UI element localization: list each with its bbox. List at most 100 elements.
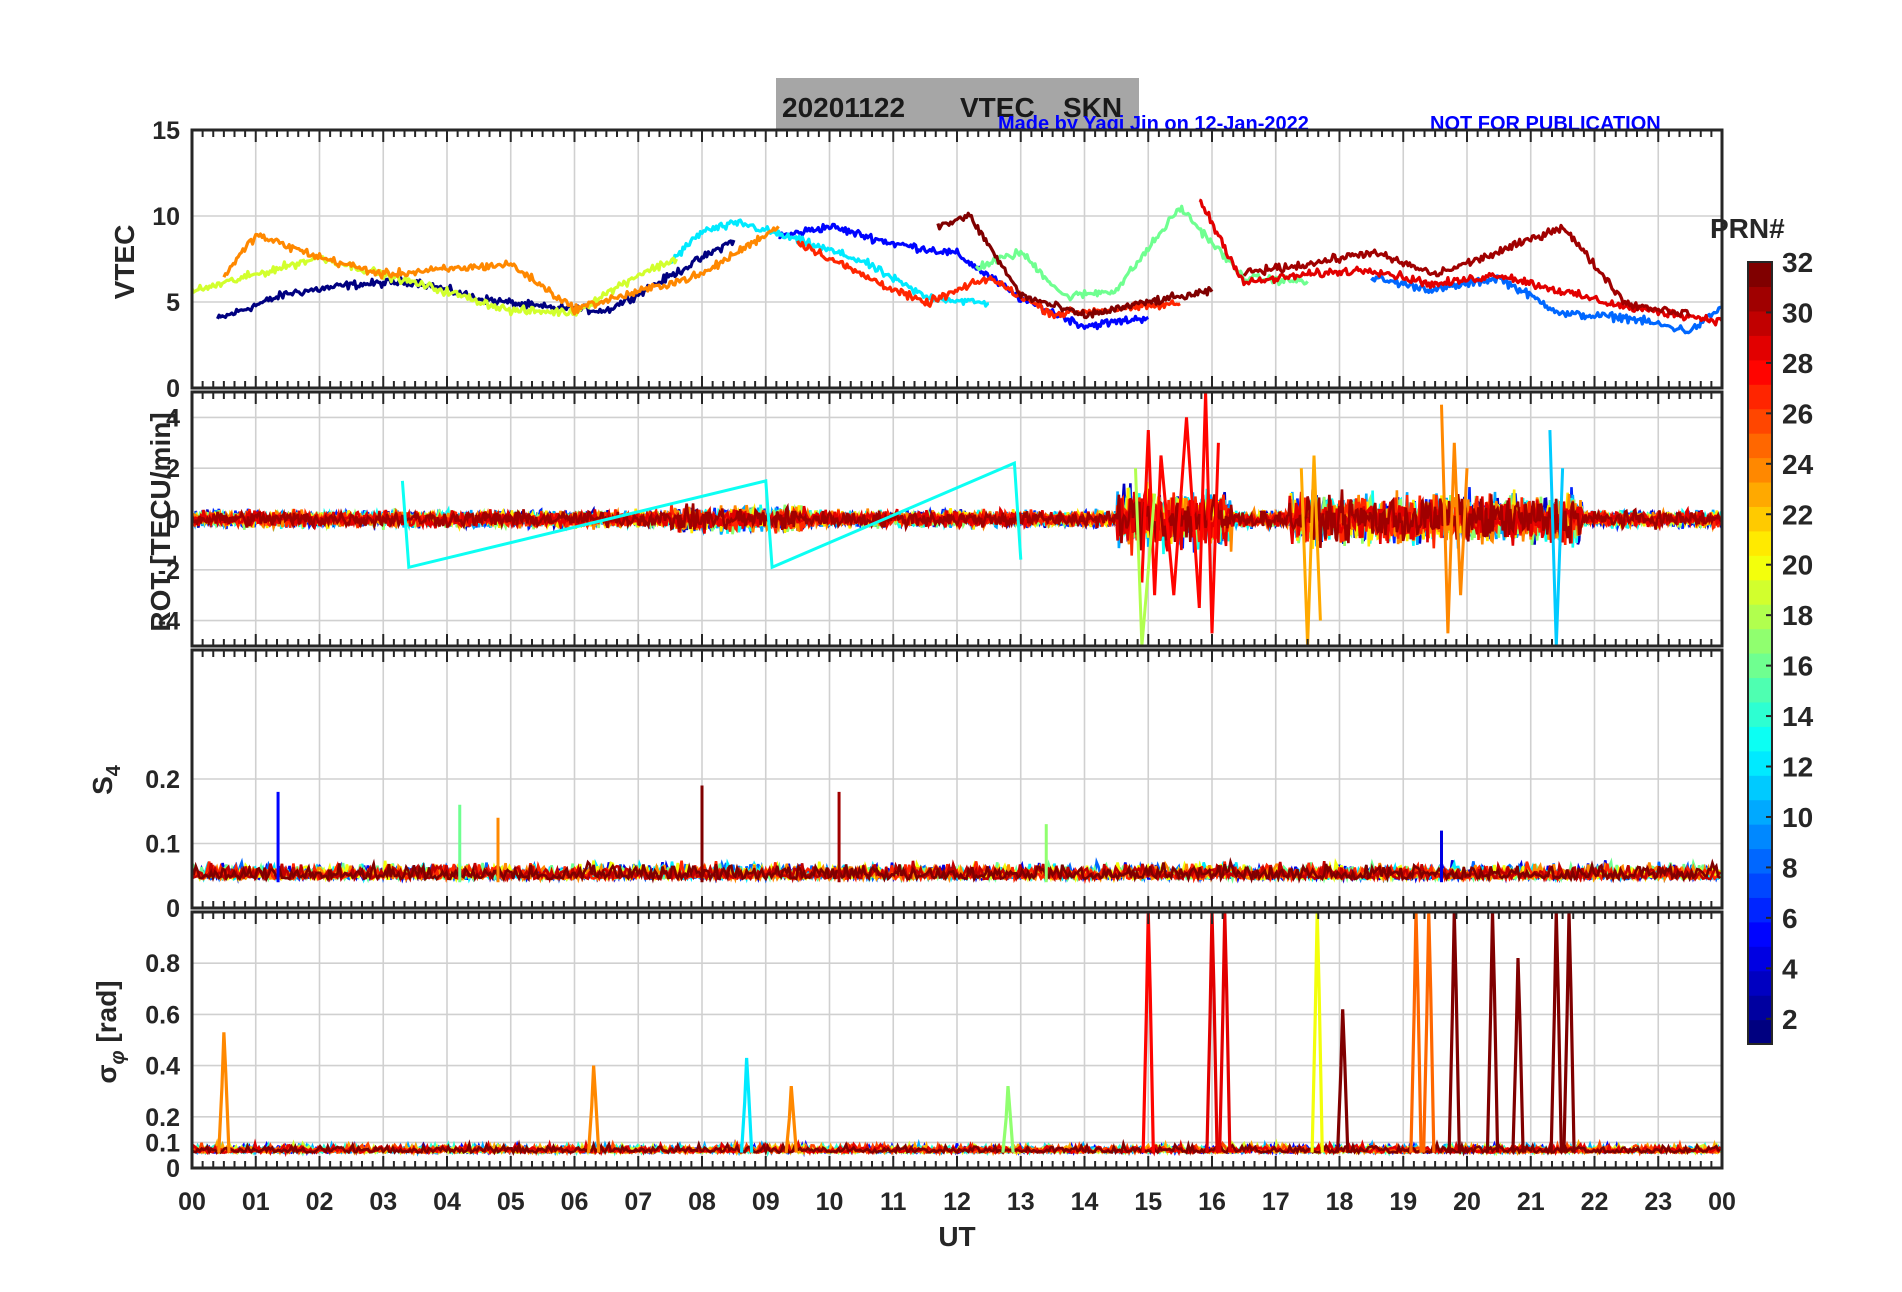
x-tick-label: 11 — [880, 1188, 907, 1216]
x-tick-label: 13 — [1007, 1188, 1035, 1216]
y-tick-label: 0 — [166, 375, 180, 403]
s4-series-prn-32 — [192, 857, 1721, 884]
rot-spike-prn-28 — [1140, 392, 1220, 634]
colorbar-segment — [1748, 946, 1772, 972]
x-tick-label: 06 — [561, 1188, 589, 1216]
colorbar-segment — [1748, 384, 1772, 410]
x-tick-label: 00 — [178, 1188, 206, 1216]
sigma-spike-prn-17 — [1001, 1085, 1015, 1153]
colorbar-label: PRN# — [1710, 213, 1785, 244]
colorbar-segment — [1748, 701, 1772, 727]
y-tick-label: 2 — [166, 455, 180, 483]
vtec-lines — [192, 198, 1722, 335]
rot-spike-prn-18 — [1134, 468, 1157, 646]
x-tick-label: 20 — [1453, 1188, 1481, 1216]
rot-ylabel: ROT [TECU/min] — [145, 412, 176, 631]
y-tick-label: 15 — [152, 117, 180, 145]
x-tick-label: 23 — [1644, 1188, 1672, 1216]
y-tick-label: 0 — [166, 1155, 180, 1183]
y-tick-label: 0.2 — [145, 1104, 180, 1132]
x-tick-label: 09 — [752, 1188, 780, 1216]
x-tick-label: 22 — [1581, 1188, 1609, 1216]
colorbar-segment — [1748, 555, 1772, 581]
colorbar-tick-label: 28 — [1782, 348, 1813, 379]
vtec-series-prn-29 — [1198, 198, 1722, 327]
svg-text:σφ [rad]: σφ [rad] — [91, 980, 129, 1083]
colorbar-tick-label: 2 — [1782, 1004, 1798, 1035]
vtec-series-prn-5 — [778, 222, 1149, 331]
sigma-lines — [192, 912, 1722, 1158]
x-tick-label: 00 — [1708, 1188, 1736, 1216]
rot-spike-prn-13 — [400, 460, 1023, 570]
vtec-series-prn-31 — [1242, 223, 1692, 318]
sigma-spike-prn-32 — [1511, 958, 1525, 1153]
sigma-series-prn-32 — [192, 1138, 1721, 1157]
colorbar-tick-label: 18 — [1782, 600, 1813, 631]
colorbar-segment — [1748, 310, 1772, 336]
sigma-spike-prn-25 — [1409, 912, 1423, 1153]
colorbar-segment — [1748, 579, 1772, 605]
x-tick-label: 19 — [1389, 1188, 1417, 1216]
y-tick-label: 0.8 — [145, 950, 180, 978]
rot-series-prn-31 — [192, 489, 1722, 551]
x-tick-label: 04 — [433, 1188, 461, 1216]
s4-panel: 0 0.1 0.2 — [145, 648, 1724, 923]
colorbar-segment — [1748, 848, 1772, 874]
y-tick-label: 0 — [166, 895, 180, 923]
vtec-series-prn-32 — [936, 211, 1214, 320]
rot-spike-prn-23 — [1299, 455, 1322, 646]
colorbar-segment — [1748, 628, 1772, 654]
sigma-spike-prn-24 — [217, 1032, 231, 1153]
colorbar-segment — [1748, 433, 1772, 459]
sigma-spike-prn-32 — [1335, 1009, 1350, 1153]
x-tick-label: 21 — [1517, 1188, 1545, 1216]
sigma-phi-panel: 00.10.2 0.4 0.6 0.8 — [145, 910, 1724, 1183]
x-tick-label: 17 — [1262, 1188, 1290, 1216]
x-tick-label: 07 — [624, 1188, 652, 1216]
y-tick-label: 0 — [166, 506, 180, 534]
x-tick-label: 08 — [688, 1188, 716, 1216]
y-tick-label: -4 — [158, 608, 180, 636]
colorbar-segment — [1748, 457, 1772, 483]
colorbar-segment — [1748, 750, 1772, 776]
colorbar-segment — [1748, 799, 1772, 825]
y-tick-label: 0.1 — [145, 831, 180, 859]
vtec-series-prn-24 — [222, 225, 780, 316]
rot-lines — [192, 392, 1722, 646]
colorbar-tick-label: 26 — [1782, 398, 1813, 429]
y-tick-label: 5 — [166, 289, 180, 317]
colorbar-tick-label: 8 — [1782, 852, 1798, 883]
colorbar-tick-label: 10 — [1782, 802, 1813, 833]
colorbar-segment — [1748, 1019, 1772, 1045]
rot-spike-prn-11 — [1548, 430, 1565, 646]
x-tick-label: 01 — [242, 1188, 270, 1216]
colorbar-tick-label: 24 — [1782, 449, 1814, 480]
x-tick-label: 16 — [1198, 1188, 1226, 1216]
title-parameter: VTEC — [960, 92, 1035, 123]
colorbar-segment — [1748, 995, 1772, 1021]
sigma-spike-prn-24 — [784, 1085, 798, 1153]
title-date: 20201122 — [782, 92, 905, 123]
colorbar-tick-label: 22 — [1782, 499, 1813, 530]
x-tick-label: 18 — [1326, 1188, 1354, 1216]
y-tick-label: 10 — [152, 203, 180, 231]
x-tick-label: 10 — [816, 1188, 844, 1216]
vtec-ylabel: VTEC — [109, 225, 140, 300]
rot-panel: -4 -2 0 2 4 — [158, 390, 1724, 648]
colorbar-segment — [1748, 921, 1772, 947]
colorbar-segment — [1748, 530, 1772, 556]
x-tick-label: 15 — [1134, 1188, 1162, 1216]
x-axis-label: UT — [938, 1221, 975, 1252]
colorbar-segment — [1748, 604, 1772, 630]
colorbar-segment — [1748, 481, 1772, 507]
y-tick-label: 0.4 — [145, 1053, 180, 1081]
svg-text:S4: S4 — [87, 764, 125, 795]
x-tick-label: 14 — [1071, 1188, 1099, 1216]
colorbar-segment — [1748, 872, 1772, 898]
colorbar-frame — [1747, 261, 1773, 1045]
colorbar-segment — [1748, 359, 1772, 385]
colorbar-segment — [1748, 970, 1772, 996]
s4-ylabel: S4 — [87, 764, 125, 795]
sigma-spike-prn-32 — [1447, 912, 1461, 1153]
